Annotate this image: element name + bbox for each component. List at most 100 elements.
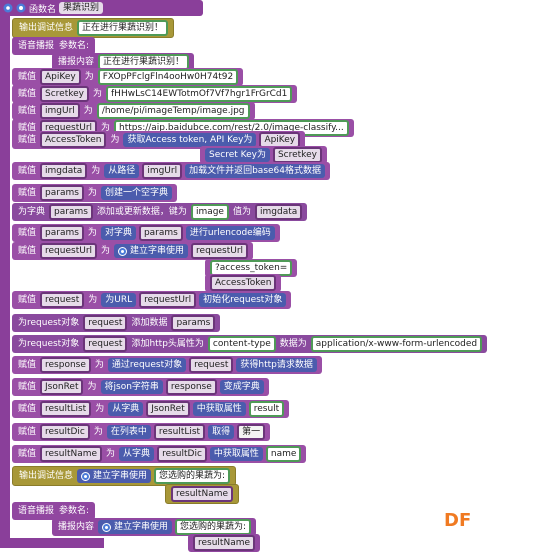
keyword: 赋值 (18, 89, 37, 99)
keyword: 赋值 (18, 360, 37, 370)
block-line[interactable]: 输出调试信息 建立字串使用 您选购的果蔬为: (12, 466, 237, 486)
block-line[interactable]: resultName (188, 534, 261, 552)
keyword: 添加或更新数据，键为 (96, 207, 187, 217)
string-field[interactable]: content-type (207, 336, 276, 352)
block-line[interactable]: 播报内容 建立字串使用 您选购的果蔬为: (52, 518, 257, 536)
block-line[interactable]: 赋值 resultName 为从字典 resultDic 中获取属性 name (12, 445, 307, 463)
keyword: 播报内容 (58, 522, 95, 532)
block-line[interactable]: 赋值 JsonRet 为将json字符串 response 变成字典 (12, 378, 269, 396)
block-line[interactable]: Secret Key为 Scretkey (200, 146, 327, 164)
variable[interactable]: params (49, 204, 93, 220)
block-line[interactable]: 赋值 ApiKey 为 FXOpPFclgFln4ooHw0H74t92 (12, 68, 244, 86)
string-field[interactable]: 您选购的果蔬为: (175, 519, 252, 535)
block-line[interactable]: 语音播报 参数名: (12, 37, 96, 55)
variable[interactable]: requestUrl (139, 292, 197, 308)
gear-icon[interactable] (81, 471, 91, 481)
variable[interactable]: params (171, 315, 216, 331)
variable[interactable]: imgdata (40, 163, 88, 179)
variable[interactable]: requestUrl (191, 243, 249, 259)
variable[interactable]: JsonRet (40, 379, 84, 395)
block-line[interactable]: 赋值 Scretkey 为 fHHwLsC14EWTotmOf7Vf7hgr1FrGr… (12, 85, 298, 103)
keyword: 赋值 (18, 166, 37, 176)
variable[interactable]: request (83, 336, 128, 352)
variable[interactable]: request (40, 292, 85, 308)
variable[interactable]: params (138, 225, 183, 241)
block-line[interactable]: 赋值 resultList 为从字典 JsonRet 中获取属性 result (12, 400, 290, 418)
variable[interactable]: JsonRet (146, 401, 190, 417)
keyword: 语音播报 (18, 41, 55, 51)
variable[interactable]: imgdata (255, 204, 303, 220)
variable[interactable]: request (189, 357, 234, 373)
string-field[interactable]: 您选购的果蔬为: (154, 468, 231, 484)
keyword: 赋值 (18, 135, 37, 145)
keyword: 为request对象 (18, 339, 80, 349)
variable[interactable]: requestUrl (40, 243, 98, 259)
variable[interactable]: resultList (40, 401, 92, 417)
variable[interactable]: Scretkey (40, 86, 89, 102)
keyword: 赋值 (18, 228, 37, 238)
function-block: 在列表中 (106, 425, 151, 439)
variable[interactable]: AccessToken (40, 132, 107, 148)
variable[interactable]: resultDic (40, 424, 90, 440)
gear-icon[interactable] (102, 522, 112, 532)
string-field[interactable]: fHHwLsC14EWTotmOf7Vf7hgr1FrGrCd1 (106, 86, 293, 102)
variable[interactable]: response (40, 357, 91, 373)
keyword: 赋值 (18, 188, 37, 198)
variable[interactable]: resultDic (157, 446, 207, 462)
string-field[interactable]: /home/pi/imageTemp/image.jpg (96, 103, 250, 119)
block-line[interactable]: 输出调试信息 正在进行果蔬识别！ (12, 18, 175, 38)
block-line[interactable]: AccessToken (205, 274, 282, 292)
gear-icon[interactable] (3, 3, 13, 13)
string-field[interactable]: name (265, 446, 302, 462)
keyword: 为 (95, 404, 105, 414)
join-label: 建立字串使用 (130, 246, 185, 256)
variable[interactable]: imgUrl (40, 103, 80, 119)
function-name[interactable]: 果蔬识别 (59, 2, 104, 14)
function-block: 从字典 (108, 402, 144, 416)
keyword: 赋值 (18, 246, 37, 256)
block-line[interactable]: 赋值 request 为为URL requestUrl 初始化request对象 (12, 291, 292, 309)
help-icon[interactable] (16, 3, 26, 13)
dropdown[interactable]: 第一 (237, 424, 266, 440)
gear-icon[interactable] (118, 246, 128, 256)
keyword: 为 (84, 72, 94, 82)
string-field[interactable]: result (248, 401, 285, 417)
variable[interactable]: params (40, 225, 84, 241)
block-line[interactable]: 语音播报 参数名: (12, 502, 96, 520)
block-line[interactable]: 赋值 AccessToken 为获取Access token, API Key为 Ap… (12, 131, 306, 149)
function-block: 进行urlencode编码 (185, 226, 275, 240)
block-line[interactable]: 赋值 params 为对字典 params 进行urlencode编码 (12, 224, 280, 242)
variable[interactable]: resultList (153, 424, 206, 440)
block-line[interactable]: 赋值 imgUrl 为/home/pi/imageTemp/image.jpg (12, 102, 255, 120)
string-field[interactable]: application/x-www-form-urlencoded (310, 336, 483, 352)
block-line[interactable]: resultName (165, 484, 240, 504)
variable[interactable]: resultName (193, 535, 256, 551)
keyword: 播报内容 (58, 57, 95, 67)
string-field[interactable]: FXOpPFclgFln4ooHw0H74t92 (97, 69, 239, 85)
variable[interactable]: AccessToken (210, 275, 277, 291)
block-line[interactable]: 赋值 response 为通过request对象 request 获得http请求数据 (12, 356, 322, 374)
keyword: 赋值 (18, 106, 37, 116)
block-line[interactable]: 为request对象 request 添加数据 params (12, 314, 221, 332)
variable[interactable]: resultName (40, 446, 103, 462)
function-block: 为URL (101, 293, 137, 307)
block-line[interactable]: 赋值 resultDic 为在列表中 resultList 取得 第一 (12, 423, 271, 441)
keyword: 为 (91, 166, 101, 176)
variable[interactable]: params (40, 185, 84, 201)
block-line[interactable]: 为字典 params 添加或更新数据，键为 image 值为 imgdata (12, 203, 308, 221)
string-field[interactable]: image (190, 204, 229, 220)
variable[interactable]: Scretkey (272, 147, 322, 163)
block-line[interactable]: 为request对象 request 添加http头属性为 content-type 数… (12, 335, 488, 353)
variable[interactable]: imgUrl (142, 163, 183, 179)
variable[interactable]: request (83, 315, 128, 331)
string-field[interactable]: 正在进行果蔬识别！ (77, 20, 169, 36)
variable[interactable]: resultName (171, 486, 234, 502)
variable[interactable]: ApiKey (40, 69, 81, 85)
function-block: 中获取属性 (209, 447, 263, 461)
keyword: 为 (101, 246, 111, 256)
block-line[interactable]: 赋值 imgdata 为从路径 imgUrl 加载文件并返回base64格式数据 (12, 162, 331, 180)
variable[interactable]: response (165, 379, 217, 395)
block-line[interactable]: 赋值 params 为创建一个空字典 (12, 184, 177, 202)
block-line[interactable]: 赋值 requestUrl 为建立字串使用 requestUrl (12, 242, 254, 260)
